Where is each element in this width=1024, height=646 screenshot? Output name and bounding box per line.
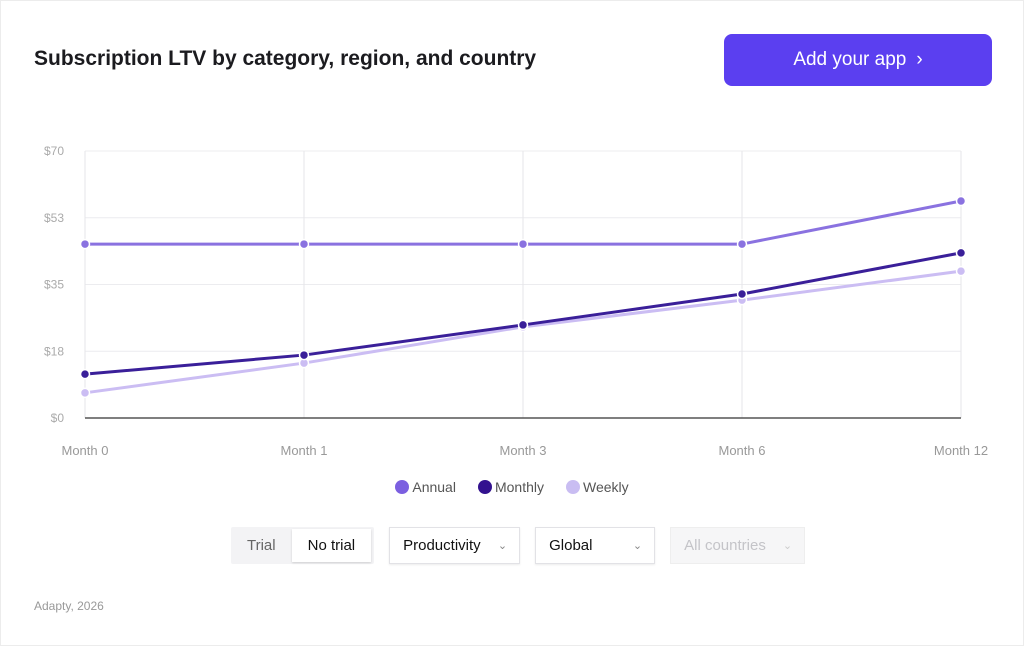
x-tick-label: Month 1: [281, 443, 328, 458]
category-select[interactable]: Productivity ⌄: [389, 527, 521, 564]
data-point-annual: [517, 238, 529, 250]
page-title: Subscription LTV by category, region, an…: [34, 47, 537, 70]
y-tick-label: $70: [44, 144, 64, 158]
legend-item-annual[interactable]: Annual: [395, 479, 456, 495]
legend-item-weekly[interactable]: Weekly: [565, 479, 629, 495]
country-value: All countries: [684, 537, 766, 554]
legend-label: Annual: [412, 479, 456, 495]
add-your-app-button[interactable]: Add your app ›: [724, 34, 992, 86]
legend-dot: [395, 480, 410, 494]
data-point-annual: [955, 195, 967, 207]
data-point-monthly: [298, 349, 310, 361]
data-point-annual: [79, 238, 91, 250]
data-point-annual: [736, 238, 748, 250]
trial-toggle: Trial No trial: [231, 527, 375, 564]
y-tick-label: $18: [44, 344, 64, 358]
region-value: Global: [549, 537, 593, 554]
x-tick-label: Month 6: [719, 443, 766, 458]
y-tick-label: $0: [51, 411, 65, 425]
category-value: Productivity: [403, 537, 481, 554]
x-tick-label: Month 0: [62, 443, 109, 458]
add-your-app-label: Add your app: [793, 49, 907, 70]
footer-credit: Adapty, 2026: [34, 599, 104, 613]
chevron-down-icon: ⌄: [632, 540, 643, 552]
data-point-weekly: [955, 265, 967, 277]
x-tick-label: Month 3: [500, 443, 547, 458]
chevron-down-icon: ⌄: [782, 540, 793, 552]
data-point-annual: [298, 238, 310, 250]
legend-dot: [565, 480, 580, 494]
country-select: All countries ⌄: [670, 527, 806, 564]
data-point-monthly: [517, 319, 529, 331]
legend-label: Monthly: [494, 479, 544, 495]
legend-dot: [477, 480, 492, 494]
y-tick-label: $35: [44, 278, 64, 292]
legend-item-monthly[interactable]: Monthly: [477, 479, 544, 495]
chevron-down-icon: ⌄: [497, 540, 508, 552]
data-point-weekly: [79, 387, 91, 399]
chevron-right-icon: ›: [916, 49, 923, 70]
no-trial-option[interactable]: No trial: [291, 529, 372, 562]
chart-legend: Annual Monthly Weekly: [0, 479, 1024, 495]
x-tick-label: Month 12: [934, 443, 988, 458]
data-point-monthly: [736, 288, 748, 300]
data-point-monthly: [955, 247, 967, 259]
y-tick-label: $53: [44, 211, 64, 225]
ltv-line-chart: $0 $18 $35 $53 $70 Month 0 Month 1 Month 3 Month…: [44, 144, 988, 458]
region-select[interactable]: Global ⌄: [535, 527, 656, 564]
legend-label: Weekly: [582, 479, 629, 495]
data-point-monthly: [79, 368, 91, 380]
trial-option[interactable]: Trial: [247, 537, 276, 554]
filter-controls: Trial No trial Productivity ⌄ Global ⌄ All…: [231, 527, 806, 564]
